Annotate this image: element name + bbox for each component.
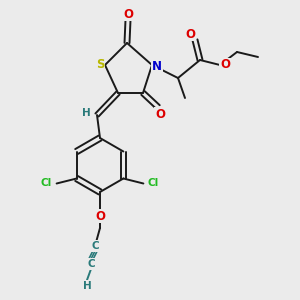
- Text: H: H: [82, 108, 90, 118]
- Text: S: S: [96, 58, 104, 71]
- Text: C: C: [91, 241, 99, 251]
- Text: O: O: [155, 107, 165, 121]
- Text: C: C: [87, 259, 95, 269]
- Text: Cl: Cl: [41, 178, 52, 188]
- Text: Cl: Cl: [148, 178, 159, 188]
- Text: N: N: [152, 59, 162, 73]
- Text: O: O: [123, 8, 133, 20]
- Text: O: O: [220, 58, 230, 71]
- Text: O: O: [185, 28, 195, 40]
- Text: H: H: [82, 281, 91, 291]
- Text: O: O: [95, 209, 105, 223]
